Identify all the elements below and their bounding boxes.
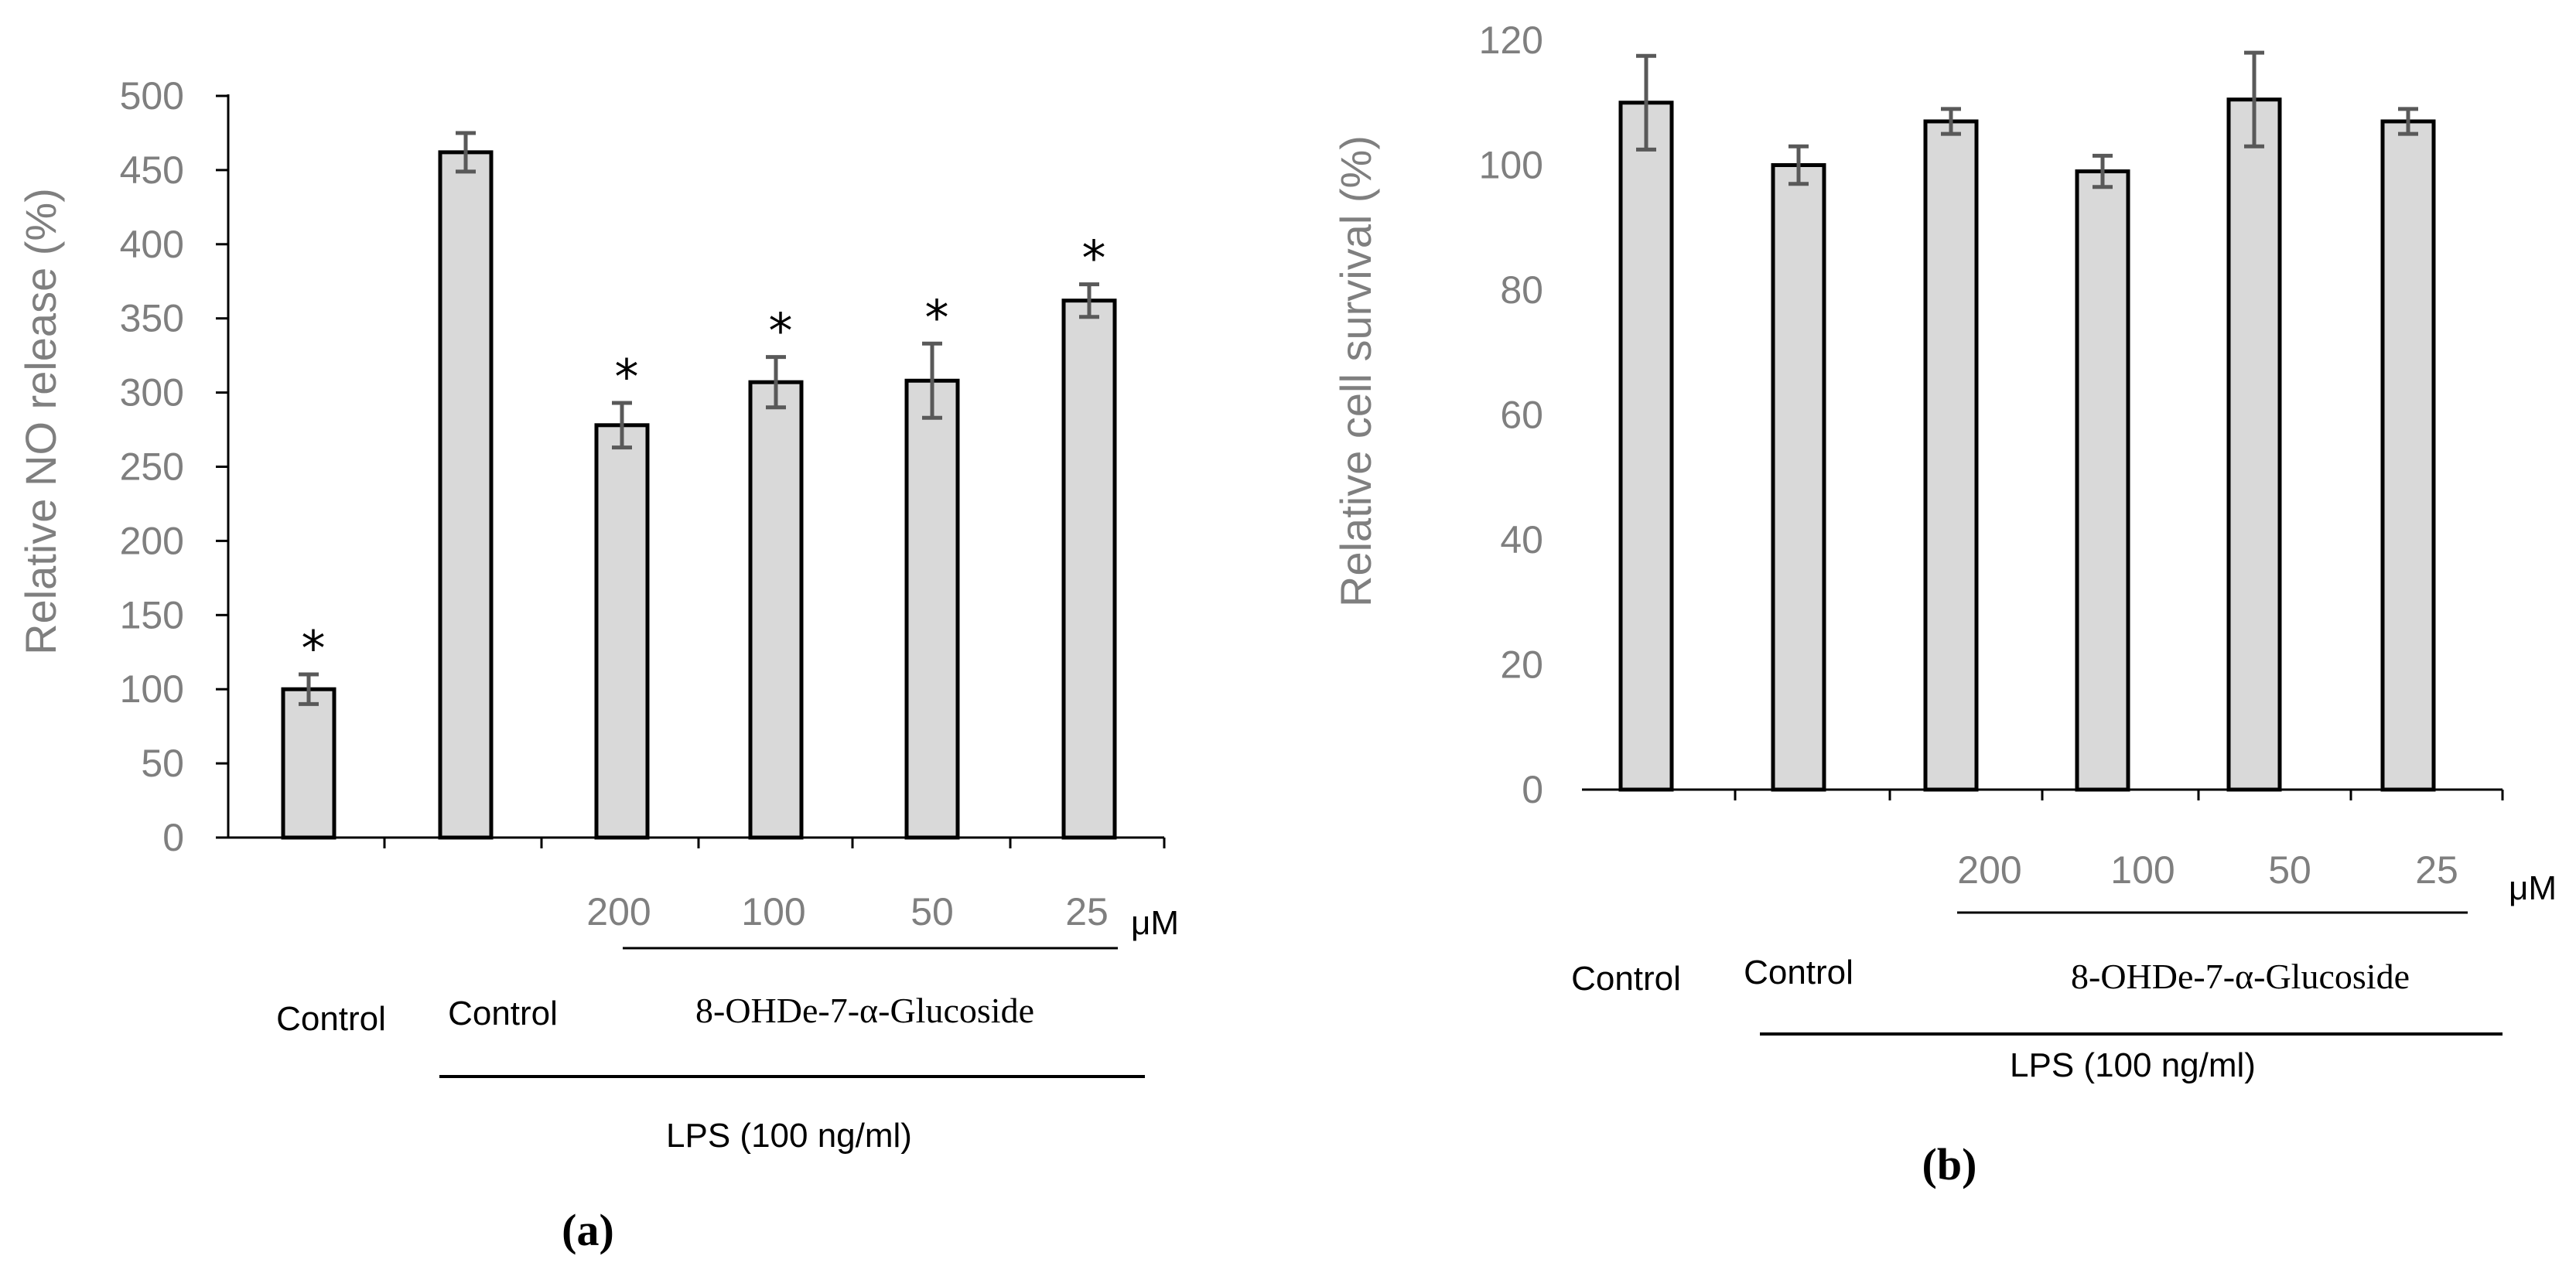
conc-label: 100 (2110, 848, 2175, 892)
y-tick-label: 0 (1522, 768, 1543, 811)
bar (594, 423, 650, 840)
bar (438, 150, 494, 840)
bar (1061, 299, 1117, 840)
conc-label: 50 (2268, 848, 2311, 892)
bar-series: * * * * * (281, 131, 1117, 840)
unit-label: μM (2509, 869, 2557, 907)
control-label: Control (1571, 960, 1681, 998)
y-tick-label: 300 (120, 371, 184, 415)
x-axis-ticks (1734, 790, 2504, 800)
y-tick-label: 50 (141, 742, 184, 785)
panel-label: (a) (562, 1205, 614, 1255)
bar (1618, 101, 1674, 792)
y-tick-label: 0 (162, 816, 184, 859)
significance-marker: * (769, 303, 793, 360)
y-tick-label: 200 (120, 519, 184, 562)
x-axis-ticks (383, 838, 1166, 848)
compound-label: 8-OHDe-7-α-Glucoside (695, 991, 1034, 1030)
y-tick-label: 350 (120, 297, 184, 340)
unit-label: μM (1131, 904, 1179, 942)
control-label: Control (448, 995, 558, 1032)
y-tick-label: 100 (120, 667, 184, 711)
bar-series (1618, 50, 2436, 792)
bar (2075, 169, 2130, 792)
control-label: Control (1744, 954, 1853, 991)
y-tick-label: 60 (1500, 394, 1543, 437)
bar (1771, 163, 1826, 792)
y-tick-label: 500 (120, 74, 184, 118)
conc-label: 50 (910, 890, 954, 933)
bar (904, 378, 960, 840)
y-tick-label: 250 (120, 445, 184, 489)
conc-label: 25 (1065, 890, 1109, 933)
conc-label: 200 (586, 890, 651, 933)
y-tick-label: 80 (1500, 268, 1543, 312)
y-tick-label: 100 (1479, 144, 1543, 187)
significance-marker: * (615, 349, 639, 405)
lps-label: LPS (100 ng/ml) (666, 1117, 912, 1155)
conc-label: 200 (1957, 848, 2021, 892)
y-axis-ticks: 0 20 40 60 80 100 120 (1479, 19, 1543, 811)
significance-marker: * (1082, 230, 1106, 287)
conc-label: 25 (2415, 848, 2458, 892)
y-axis-label: Relative cell survival (%) (1331, 135, 1380, 607)
lps-label: LPS (100 ng/ml) (2010, 1046, 2256, 1084)
y-tick-label: 150 (120, 593, 184, 636)
y-tick-label: 400 (120, 223, 184, 266)
y-tick-label: 450 (120, 148, 184, 192)
y-axis-ticks: 0 50 100 150 200 250 300 350 400 450 500 (120, 74, 228, 859)
bar (2226, 97, 2282, 792)
conc-label: 100 (741, 890, 805, 933)
chart-b: 0 20 40 60 80 100 120 Relative cell survival (… (1331, 19, 2557, 1189)
significance-marker: * (302, 620, 326, 677)
control-label: Control (276, 1000, 386, 1038)
significance-marker: * (925, 289, 949, 346)
bar (1923, 119, 1979, 792)
bar (2380, 119, 2436, 792)
panel-label: (b) (1922, 1139, 1977, 1189)
y-tick-label: 40 (1500, 518, 1543, 561)
y-tick-label: 120 (1479, 19, 1543, 62)
chart-a: 0 50 100 150 200 250 300 350 400 450 500 Relative … (16, 74, 1179, 1255)
bar (748, 380, 804, 840)
y-tick-label: 20 (1500, 643, 1543, 687)
bar (281, 687, 337, 840)
y-axis-label: Relative NO release (%) (16, 188, 65, 655)
compound-label: 8-OHDe-7-α-Glucoside (2071, 957, 2410, 996)
